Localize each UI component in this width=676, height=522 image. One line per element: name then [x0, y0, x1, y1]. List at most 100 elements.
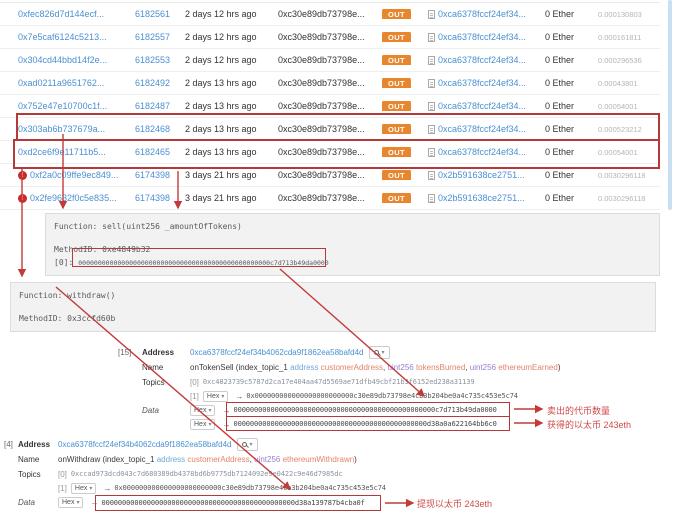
block-link[interactable]: 6182557: [135, 32, 171, 42]
chevron-down-icon: ▾: [381, 349, 385, 356]
direction-badge: OUT: [382, 32, 412, 42]
event-signature: onTokenSell (index_topic_1 address custo…: [190, 363, 561, 372]
data-label: Data: [142, 405, 159, 415]
log-address-link[interactable]: 0xca6378fccf24ef34b4062cda9f1862ea58bafd…: [58, 439, 232, 449]
tx-hash-link[interactable]: 0x2fe9632f0c5e835...: [30, 193, 117, 203]
tx-hash-link[interactable]: 0xd2ce6f9e11711b5...: [18, 147, 106, 157]
tx-hash-link[interactable]: 0xfec826d7d144ecf...: [18, 9, 105, 19]
contract-icon: [428, 78, 435, 88]
from-address: 0xc30e89db73798e...: [278, 147, 365, 157]
log-index: [4]: [4, 439, 13, 449]
to-address-link[interactable]: 0xca6378fccf24ef34...: [438, 124, 527, 134]
age-text: 2 days 12 hrs ago: [185, 32, 257, 42]
hex-format-dropdown[interactable]: Hex ▾: [190, 404, 216, 416]
table-row: 0xfec826d7d144ecf... 6182561 2 days 12 h…: [0, 3, 660, 26]
value-text: 0 Ether: [545, 9, 575, 19]
data-hex-ethereum-withdrawn: 0000000000000000000000000000000000000000…: [101, 498, 365, 507]
magnifier-icon: [241, 441, 247, 447]
tx-hash-link[interactable]: 0x304cd44bbd14f2e...: [18, 55, 108, 65]
tx-hash-link[interactable]: 0xad0211a9651762...: [18, 78, 105, 88]
direction-badge: OUT: [382, 78, 412, 88]
tx-hash-link[interactable]: 0x303ab6b737679a...: [18, 124, 106, 134]
table-row: 0xad0211a9651762... 6182492 2 days 13 hr…: [0, 72, 660, 95]
value-text: 0 Ether: [545, 101, 575, 111]
direction-badge: OUT: [382, 170, 412, 180]
topic0-hash: 0xccad973dcd043c7d680389db4378bd6b9775db…: [70, 470, 343, 478]
log-index: [15]: [118, 347, 132, 357]
annotation-withdraw-eth: 提现以太币 243eth: [417, 499, 493, 509]
chevron-down-icon: ▾: [208, 421, 212, 428]
filter-by-address-button[interactable]: ▾: [236, 437, 258, 451]
chevron-down-icon: ▾: [76, 500, 80, 506]
to-address-link[interactable]: 0xca6378fccf24ef34...: [438, 55, 527, 65]
tx-hash-link[interactable]: 0x7e5caf6124c5213...: [18, 32, 107, 42]
value-text: 0 Ether: [545, 193, 575, 203]
contract-icon: [428, 147, 435, 157]
direction-badge: OUT: [382, 55, 412, 65]
address-label: Address: [142, 347, 175, 357]
table-row: 0xd2ce6f9e11711b5... 6182465 2 days 13 h…: [0, 141, 660, 164]
topic1-hex: 0x000000000000000000000000c30e89db73798e…: [246, 392, 518, 400]
hex-format-dropdown[interactable]: Hex ▾: [58, 497, 84, 508]
topic-index: [1]: [58, 483, 67, 493]
block-link[interactable]: 6182487: [135, 101, 171, 111]
chevron-down-icon: ▾: [221, 393, 225, 400]
to-address-link[interactable]: 0xca6378fccf24ef34...: [438, 9, 527, 19]
tx-hash-link[interactable]: 0x752e47e10700c1f...: [18, 101, 108, 111]
to-address-link[interactable]: 0xca6378fccf24ef34...: [438, 101, 527, 111]
topic-index: [1]: [190, 391, 199, 401]
direction-badge: OUT: [382, 124, 412, 134]
table-row: 0x303ab6b737679a... 6182468 2 days 13 hr…: [0, 118, 660, 141]
filter-by-address-button[interactable]: ▾: [368, 345, 390, 359]
fee-text: 0.00054001: [598, 147, 638, 157]
block-link[interactable]: 6182465: [135, 147, 171, 157]
block-link[interactable]: 6182553: [135, 55, 171, 65]
table-scrollbar[interactable]: [668, 0, 672, 210]
function-withdraw-box: Function: withdraw() MethodID: 0x3ccfd60…: [10, 282, 656, 332]
fee-text: 0.0030296118: [598, 193, 646, 203]
contract-icon: [428, 101, 435, 111]
topics-label: Topics: [142, 377, 165, 387]
name-label: Name: [142, 363, 164, 372]
age-text: 2 days 13 hrs ago: [185, 78, 257, 88]
block-link[interactable]: 6182561: [135, 9, 171, 19]
table-row: 0x7e5caf6124c5213... 6182557 2 days 12 h…: [0, 26, 660, 49]
value-text: 0 Ether: [545, 170, 575, 180]
transactions-table: 0xfec826d7d144ecf... 6182561 2 days 12 h…: [0, 2, 660, 210]
table-row: 0x752e47e10700c1f... 6182487 2 days 13 h…: [0, 95, 660, 118]
from-address: 0xc30e89db73798e...: [278, 193, 365, 203]
arrow-glyph: →: [222, 419, 231, 429]
value-text: 0 Ether: [545, 147, 575, 157]
age-text: 2 days 13 hrs ago: [185, 124, 257, 134]
param-index: [0]:: [54, 258, 74, 267]
hex-format-dropdown[interactable]: Hex ▾: [190, 418, 216, 430]
magnifier-icon: [373, 349, 379, 355]
hex-format-dropdown[interactable]: Hex ▾: [70, 482, 97, 494]
block-link[interactable]: 6182468: [135, 124, 171, 134]
fee-text: 0.000161811: [598, 32, 642, 42]
block-link[interactable]: 6174398: [135, 193, 171, 203]
block-link[interactable]: 6174398: [135, 170, 171, 180]
block-link[interactable]: 6182492: [135, 78, 171, 88]
to-address-link[interactable]: 0xca6378fccf24ef34...: [438, 147, 527, 157]
tx-hash-link[interactable]: 0xf2a0c09ffe9ec849...: [30, 170, 119, 180]
chevron-down-icon: ▾: [249, 441, 253, 448]
event-signature: onWithdraw (index_topic_1 address custom…: [58, 455, 357, 464]
contract-icon: [428, 170, 435, 180]
age-text: 2 days 12 hrs ago: [185, 9, 257, 19]
to-address-link[interactable]: 0xca6378fccf24ef34...: [438, 32, 527, 42]
to-address-link[interactable]: 0xca6378fccf24ef34...: [438, 78, 527, 88]
hex-format-dropdown[interactable]: Hex ▾: [202, 390, 229, 402]
value-text: 0 Ether: [545, 32, 575, 42]
to-address-link[interactable]: 0x2b591638ce2751...: [438, 170, 525, 180]
to-address-link[interactable]: 0x2b591638ce2751...: [438, 193, 525, 203]
fee-text: 0.0030296118: [598, 170, 646, 180]
annotation-earned-eth: 获得的以太币 243eth: [547, 420, 632, 430]
chevron-down-icon: ▾: [89, 485, 93, 492]
arrow-glyph: →: [90, 498, 99, 507]
log-address-link[interactable]: 0xca6378fccf24ef34b4062cda9f1862ea58bafd…: [190, 347, 364, 357]
value-text: 0 Ether: [545, 78, 575, 88]
function-signature: Function: withdraw(): [19, 291, 116, 300]
function-signature: Function: sell(uint256 _amountOfTokens): [54, 222, 242, 231]
annotation-sold-tokens: 卖出的代币数量: [547, 406, 611, 416]
